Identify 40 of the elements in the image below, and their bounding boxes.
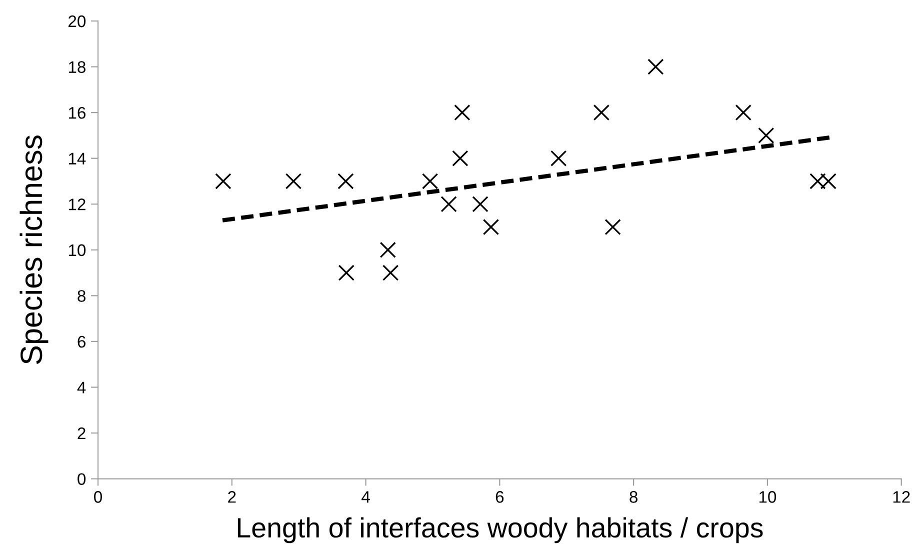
point xyxy=(482,218,500,236)
y-tick-label: 0 xyxy=(78,473,86,486)
y-tick-label: 16 xyxy=(68,106,86,119)
y-tick-label: 8 xyxy=(78,290,86,302)
point xyxy=(215,173,232,190)
point xyxy=(810,173,826,190)
point xyxy=(758,127,774,144)
y-axis-title: Species richness xyxy=(20,136,48,364)
point xyxy=(735,104,752,121)
point xyxy=(454,104,470,121)
y-tick-label: 20 xyxy=(68,15,86,28)
point xyxy=(380,242,396,258)
point xyxy=(604,218,621,236)
point xyxy=(338,264,354,281)
point xyxy=(285,173,302,190)
point xyxy=(648,58,664,75)
y-tick-label: 4 xyxy=(77,382,86,394)
x-tick-label: 10 xyxy=(759,491,776,503)
y-tick-label: 18 xyxy=(68,61,86,73)
x-tick-label: 4 xyxy=(362,491,370,503)
y-tick-label: 14 xyxy=(68,152,86,164)
x-tick-label: 6 xyxy=(496,491,504,503)
point xyxy=(422,173,438,190)
point xyxy=(452,150,468,166)
y-tick-label: 12 xyxy=(68,198,86,210)
point xyxy=(472,196,488,212)
point xyxy=(593,104,610,121)
x-tick-label: 0 xyxy=(94,491,102,503)
x-tick-label: 12 xyxy=(893,491,910,503)
point xyxy=(440,196,457,212)
point xyxy=(820,173,836,190)
y-tick-label: 10 xyxy=(68,244,86,256)
point xyxy=(338,173,354,190)
y-tick-label: 6 xyxy=(78,336,86,348)
point xyxy=(382,264,399,281)
x-tick-label: 8 xyxy=(630,491,638,503)
point xyxy=(550,150,567,166)
x-axis-title: Length of interfaces woody habitats / crops xyxy=(238,517,763,544)
y-tick-label: 2 xyxy=(78,427,86,440)
x-tick-label: 2 xyxy=(228,491,236,503)
